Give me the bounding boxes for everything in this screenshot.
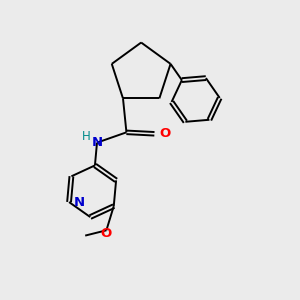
Text: N: N <box>92 136 103 148</box>
Text: N: N <box>74 196 85 208</box>
Text: O: O <box>101 227 112 240</box>
Text: O: O <box>159 127 170 140</box>
Text: H: H <box>81 130 90 143</box>
